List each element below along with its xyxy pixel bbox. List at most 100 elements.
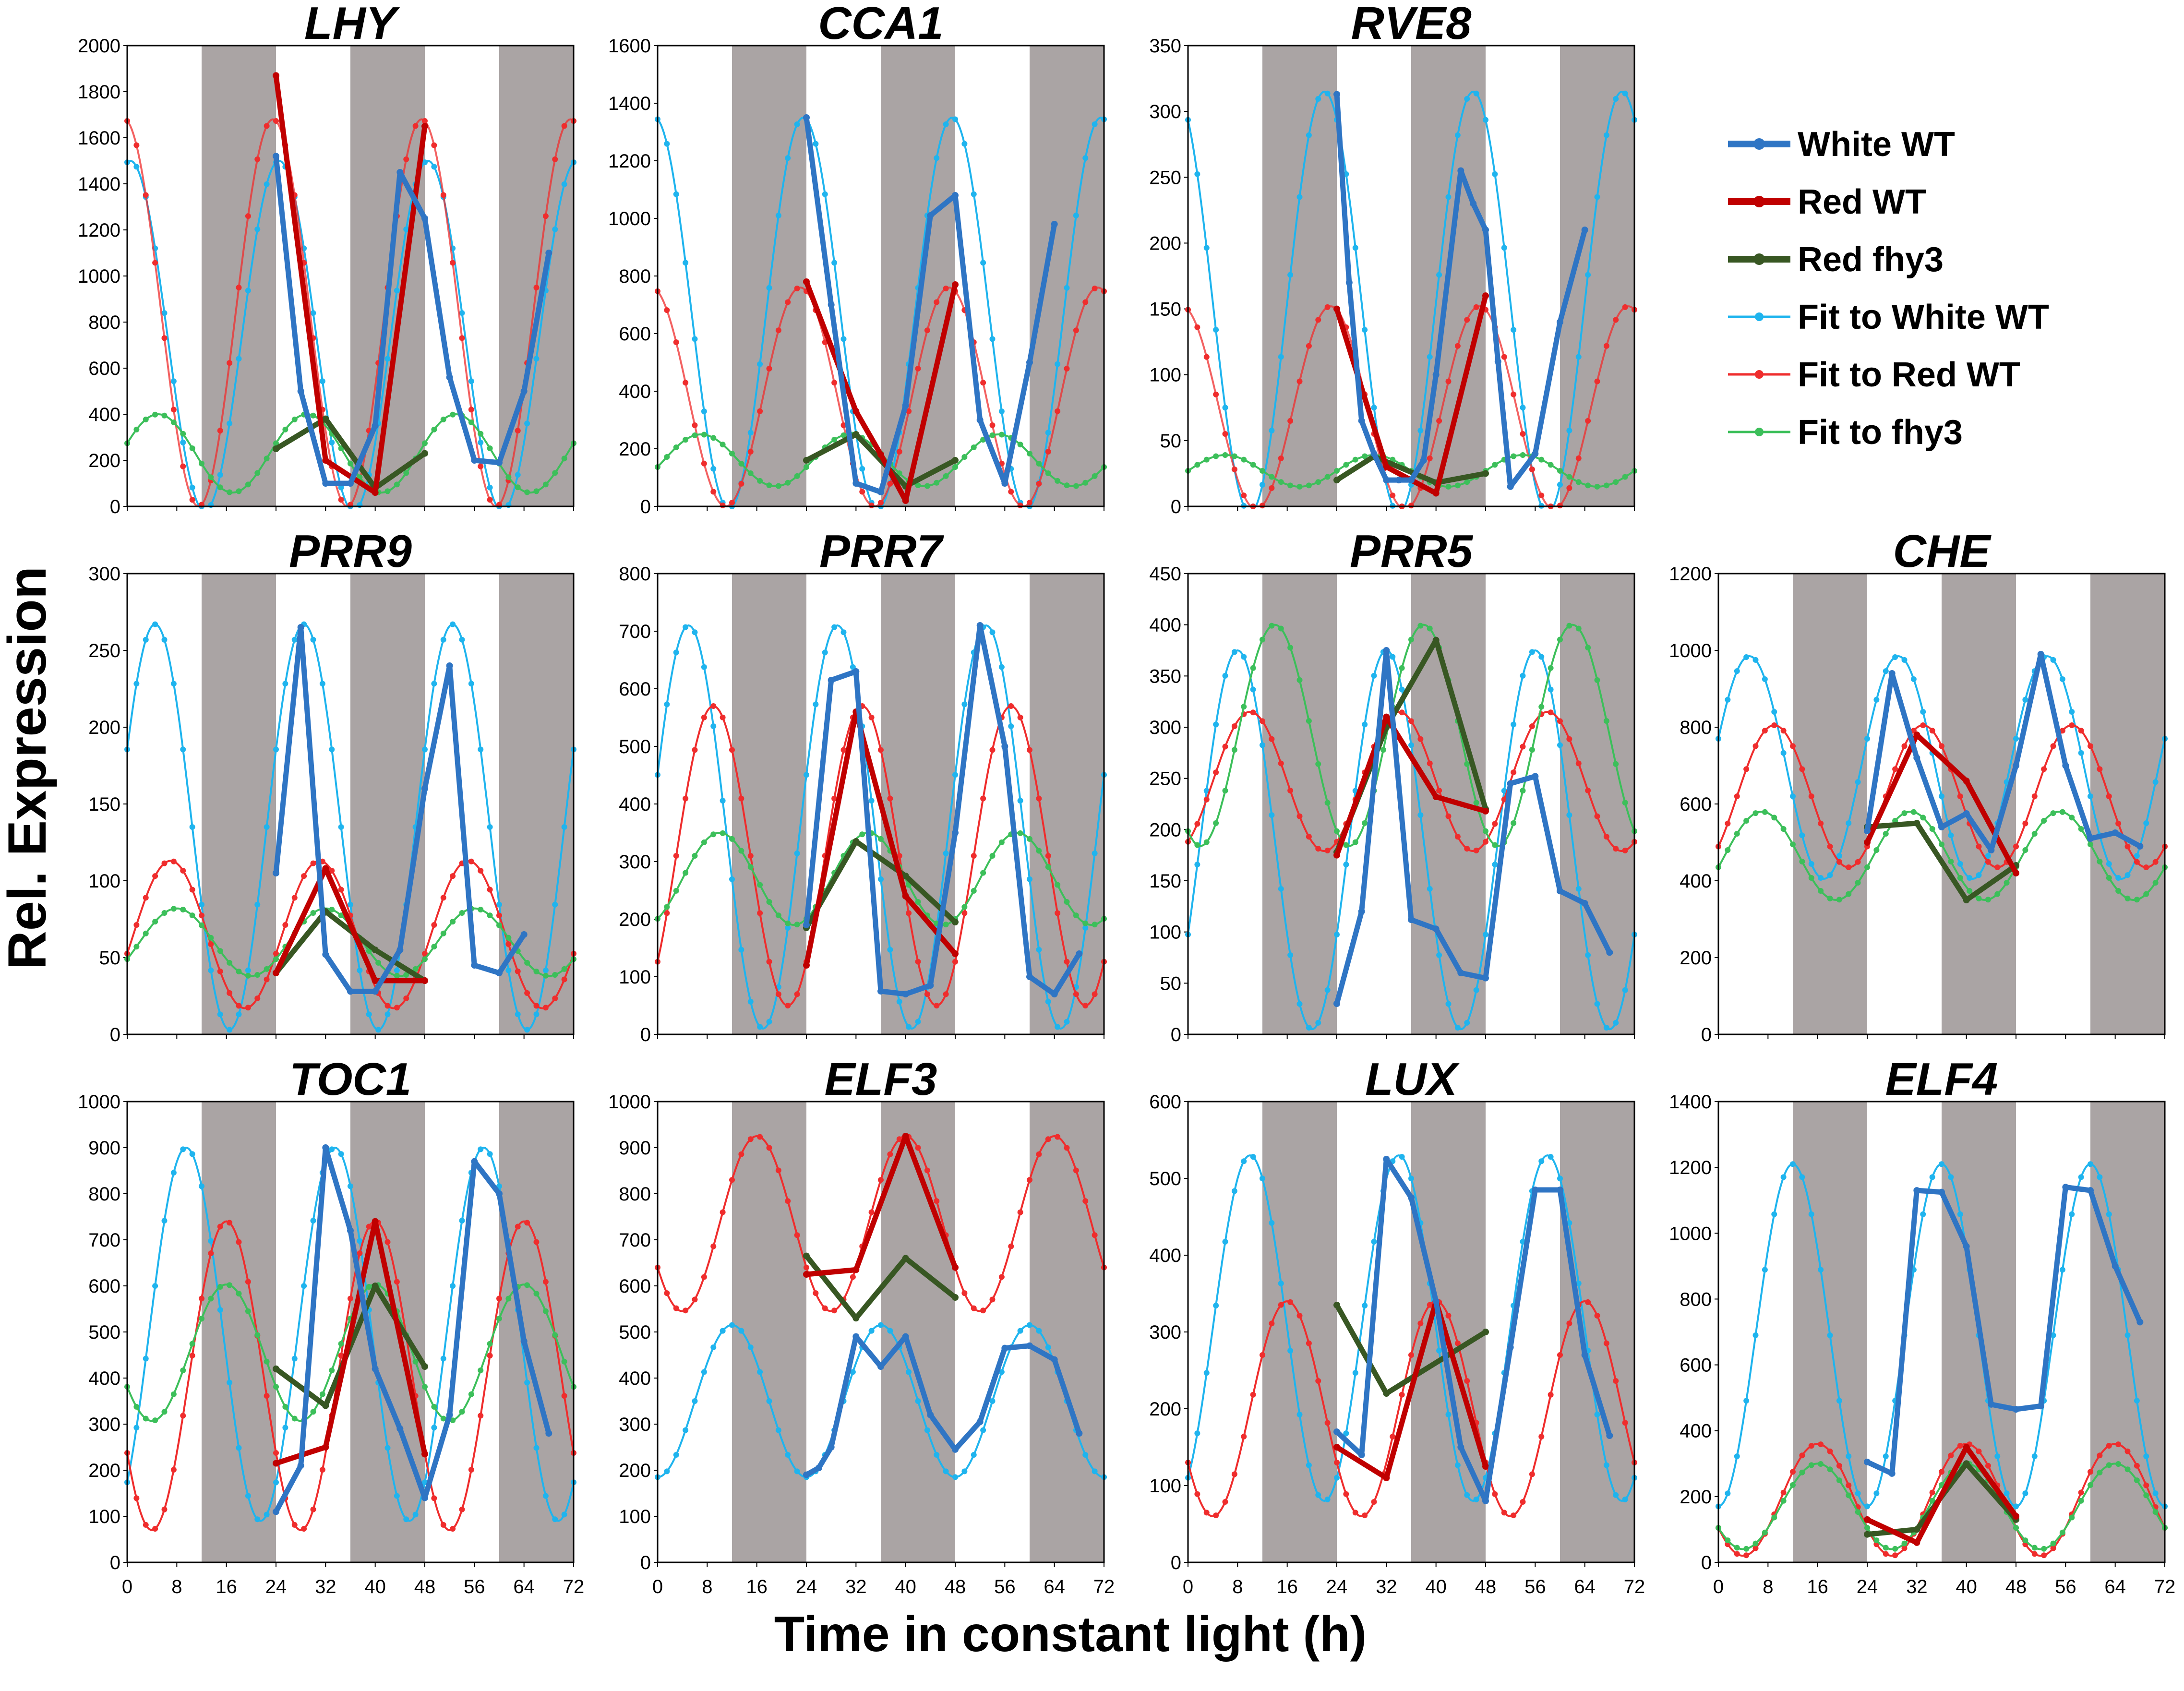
fit-white-marker [1417, 428, 1424, 434]
fit-red-marker [1585, 418, 1591, 424]
fit-red-marker [1436, 418, 1442, 424]
y-tick-label: 1200 [78, 220, 120, 241]
fit-white-marker [1315, 1019, 1321, 1026]
y-tick-label: 0 [1701, 1024, 1712, 1045]
fit-red-marker [785, 1003, 791, 1008]
fit-white-marker [1213, 327, 1219, 333]
y-tick-label: 1200 [608, 151, 651, 172]
fit-fhy3-marker [1027, 451, 1032, 457]
fit-red-marker [747, 1136, 754, 1142]
plot-frame [126, 573, 575, 1035]
fit-fhy3-marker [1725, 847, 1731, 853]
fit-red-marker [254, 995, 261, 1002]
fit-white-marker [384, 356, 391, 362]
fit-fhy3-marker [785, 480, 791, 486]
fit-fhy3-marker [264, 456, 270, 462]
dark-band [202, 574, 276, 1034]
y-tick-label: 1400 [78, 174, 120, 195]
fit-white-marker [1734, 1453, 1740, 1459]
fit-red-marker [1520, 1499, 1526, 1505]
fit-white-marker [1082, 925, 1089, 931]
fit-fhy3-marker [878, 836, 884, 842]
fit-fhy3-marker [227, 489, 233, 495]
fit-white-marker [1055, 1024, 1061, 1030]
white-data-point [1051, 1356, 1058, 1363]
fit-white-marker [775, 1427, 781, 1433]
fit-white-marker [1092, 1468, 1098, 1475]
fit-fhy3-marker [217, 1283, 223, 1290]
fit-fhy3-marker [254, 1332, 261, 1338]
fit-red-marker [1594, 813, 1600, 819]
white-data-point [1333, 91, 1340, 98]
white-data-point [2087, 835, 2094, 842]
fit-fhy3-marker [1929, 1498, 1935, 1504]
fit-red-marker [1203, 796, 1210, 803]
y-tick-label: 700 [619, 1230, 651, 1251]
legend-label: White WT [1798, 125, 1955, 164]
y-tick-label: 0 [1171, 496, 1181, 517]
fit-white-marker [1436, 1347, 1442, 1354]
fit-red-marker [1362, 1512, 1368, 1519]
fit-white-marker [1241, 654, 1247, 660]
fit-white-marker [1045, 998, 1051, 1005]
fit-white-marker [1064, 1019, 1070, 1025]
red-data-point [421, 977, 428, 984]
fit-red-marker [1194, 1491, 1200, 1497]
x-tick-label: 24 [1857, 1576, 1878, 1597]
fit-white-marker [282, 681, 288, 687]
fit-red-marker [291, 895, 298, 901]
x-tick-label: 24 [796, 1576, 817, 1597]
y-tick-label: 500 [1149, 1168, 1181, 1189]
fit-white-marker [1008, 723, 1014, 729]
fit-red-marker [440, 192, 446, 198]
fit-red-marker [1818, 1441, 1824, 1448]
fit-fhy3-marker [1473, 800, 1479, 806]
fit-red-marker [236, 1239, 242, 1245]
white-data-point [1432, 1298, 1440, 1305]
fit-red-marker [692, 747, 698, 753]
white-data-point [446, 374, 453, 381]
fit-white-marker [766, 1398, 772, 1404]
white-data-point [446, 662, 453, 669]
fit-red-marker [1603, 834, 1609, 840]
fit-red-marker [1613, 1378, 1619, 1384]
y-tick-label: 400 [1680, 1421, 1712, 1442]
fit-red-marker [794, 285, 800, 291]
panel-title: CCA1 [818, 0, 943, 49]
fit-red-marker [245, 213, 251, 219]
fhy3-data-point [1913, 1526, 1920, 1533]
fit-fhy3-marker [1082, 480, 1089, 486]
fit-fhy3-marker [133, 426, 140, 432]
x-tick-label: 48 [2005, 1576, 2027, 1597]
fit-white-marker [1082, 155, 1089, 161]
fit-fhy3-marker [2134, 897, 2140, 903]
fit-fhy3-marker [394, 481, 400, 488]
fit-fhy3-marker [1799, 859, 1805, 865]
y-tick-label: 600 [619, 1276, 651, 1297]
fit-fhy3-marker [1892, 1546, 1898, 1552]
fit-red-marker [1427, 1302, 1433, 1308]
fit-red-marker [664, 910, 670, 916]
fit-red-marker [1566, 736, 1572, 742]
fit-white-marker [1799, 1174, 1805, 1180]
white-data-point [1001, 743, 1008, 750]
fit-fhy3-marker [180, 906, 186, 912]
fit-white-marker [1566, 812, 1572, 818]
fit-fhy3-marker [329, 1367, 335, 1373]
fit-fhy3-marker [208, 1295, 214, 1302]
fit-fhy3-marker [1306, 482, 1312, 489]
fit-fhy3-marker [738, 461, 744, 467]
white-data-point [1408, 1194, 1415, 1201]
fit-fhy3-marker [450, 411, 456, 418]
x-tick-label: 32 [1376, 1576, 1397, 1597]
fit-fhy3-marker [310, 1409, 316, 1415]
fit-fhy3-marker [794, 473, 800, 479]
fit-red-marker [915, 1145, 921, 1151]
red-data-point [952, 1264, 959, 1271]
y-tick-label: 400 [1680, 871, 1712, 892]
fit-red-marker [1082, 1198, 1089, 1204]
fit-red-marker [804, 1264, 809, 1271]
fit-red-marker [1799, 1452, 1805, 1459]
white-data-point [2087, 1187, 2094, 1194]
y-tick-label: 100 [619, 1506, 651, 1527]
